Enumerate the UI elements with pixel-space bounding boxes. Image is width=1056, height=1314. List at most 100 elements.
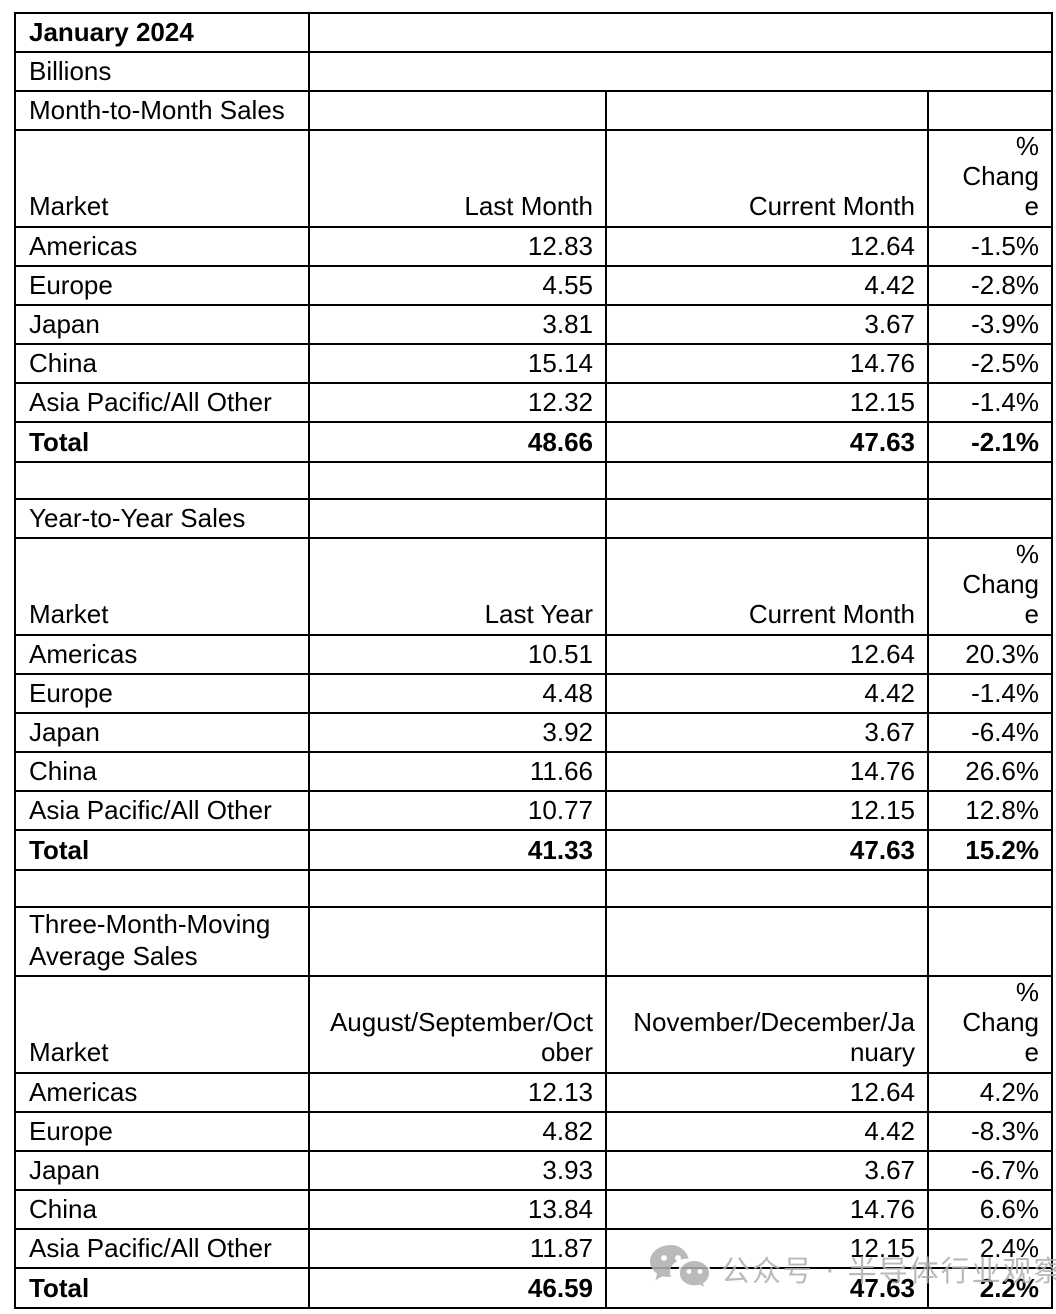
empty-cell <box>308 90 607 131</box>
total-cell: 47.63 <box>605 1267 929 1309</box>
spacer-cell <box>14 461 310 500</box>
merged-empty-cell <box>308 12 1053 53</box>
value-cell: -1.4% <box>927 382 1053 423</box>
sales-table: January 2024 Billions Month-to-Month Sales… <box>14 12 1053 1309</box>
value-cell: 14.76 <box>605 343 929 384</box>
column-header-cell: November/December/Ja nuary <box>605 975 929 1074</box>
column-header-cell: Market <box>14 537 310 636</box>
spacer-cell <box>14 869 310 908</box>
spacer-cell <box>308 461 607 500</box>
value-cell: 4.55 <box>308 265 607 306</box>
empty-cell <box>605 90 929 131</box>
value-cell: -1.5% <box>927 226 1053 267</box>
market-cell: Americas <box>14 1072 310 1113</box>
value-cell: 4.42 <box>605 1111 929 1152</box>
column-header-cell: Market <box>14 129 310 228</box>
value-cell: 6.6% <box>927 1189 1053 1230</box>
column-header-cell: Current Month <box>605 129 929 228</box>
market-cell: Asia Pacific/All Other <box>14 790 310 831</box>
value-cell: 4.82 <box>308 1111 607 1152</box>
value-cell: 12.15 <box>605 790 929 831</box>
value-cell: 15.14 <box>308 343 607 384</box>
value-cell: 12.13 <box>308 1072 607 1113</box>
market-cell: Asia Pacific/All Other <box>14 1228 310 1269</box>
empty-cell <box>605 498 929 539</box>
report-title-cell: January 2024 <box>14 12 310 53</box>
section-title-cell: Year-to-Year Sales <box>14 498 310 539</box>
value-cell: 4.2% <box>927 1072 1053 1113</box>
total-cell: Total <box>14 829 310 871</box>
value-cell: 11.66 <box>308 751 607 792</box>
value-cell: -6.7% <box>927 1150 1053 1191</box>
value-cell: 3.67 <box>605 712 929 753</box>
market-cell: Europe <box>14 265 310 306</box>
value-cell: 3.81 <box>308 304 607 345</box>
value-cell: -1.4% <box>927 673 1053 714</box>
column-header-cell: % Chang e <box>927 129 1053 228</box>
units-cell: Billions <box>14 51 310 92</box>
empty-cell <box>927 498 1053 539</box>
value-cell: 10.77 <box>308 790 607 831</box>
column-header-cell: % Chang e <box>927 537 1053 636</box>
total-cell: 41.33 <box>308 829 607 871</box>
market-cell: Europe <box>14 1111 310 1152</box>
value-cell: 3.67 <box>605 1150 929 1191</box>
value-cell: -2.8% <box>927 265 1053 306</box>
value-cell: 14.76 <box>605 751 929 792</box>
value-cell: 3.92 <box>308 712 607 753</box>
spacer-cell <box>605 869 929 908</box>
total-cell: 15.2% <box>927 829 1053 871</box>
value-cell: 12.32 <box>308 382 607 423</box>
value-cell: 3.93 <box>308 1150 607 1191</box>
total-cell: Total <box>14 1267 310 1309</box>
value-cell: -6.4% <box>927 712 1053 753</box>
value-cell: 4.42 <box>605 265 929 306</box>
value-cell: 14.76 <box>605 1189 929 1230</box>
total-cell: 2.2% <box>927 1267 1053 1309</box>
column-header-cell: August/September/Oct ober <box>308 975 607 1074</box>
value-cell: -3.9% <box>927 304 1053 345</box>
total-cell: 46.59 <box>308 1267 607 1309</box>
empty-cell <box>308 498 607 539</box>
market-cell: Americas <box>14 634 310 675</box>
market-cell: China <box>14 1189 310 1230</box>
total-cell: Total <box>14 421 310 463</box>
value-cell: -8.3% <box>927 1111 1053 1152</box>
total-cell: -2.1% <box>927 421 1053 463</box>
column-header-cell: Current Month <box>605 537 929 636</box>
market-cell: Japan <box>14 712 310 753</box>
market-cell: Japan <box>14 304 310 345</box>
value-cell: 12.64 <box>605 226 929 267</box>
total-cell: 47.63 <box>605 829 929 871</box>
value-cell: 13.84 <box>308 1189 607 1230</box>
market-cell: Europe <box>14 673 310 714</box>
market-cell: Asia Pacific/All Other <box>14 382 310 423</box>
market-cell: Japan <box>14 1150 310 1191</box>
column-header-cell: Market <box>14 975 310 1074</box>
spacer-cell <box>605 461 929 500</box>
spacer-cell <box>927 869 1053 908</box>
value-cell: 12.15 <box>605 382 929 423</box>
value-cell: 12.83 <box>308 226 607 267</box>
value-cell: -2.5% <box>927 343 1053 384</box>
value-cell: 12.8% <box>927 790 1053 831</box>
column-header-cell: % Chang e <box>927 975 1053 1074</box>
value-cell: 2.4% <box>927 1228 1053 1269</box>
spacer-cell <box>308 869 607 908</box>
empty-cell <box>927 906 1053 977</box>
empty-cell <box>927 90 1053 131</box>
value-cell: 26.6% <box>927 751 1053 792</box>
value-cell: 11.87 <box>308 1228 607 1269</box>
market-cell: China <box>14 751 310 792</box>
total-cell: 47.63 <box>605 421 929 463</box>
column-header-cell: Last Year <box>308 537 607 636</box>
market-cell: China <box>14 343 310 384</box>
value-cell: 3.67 <box>605 304 929 345</box>
value-cell: 12.64 <box>605 1072 929 1113</box>
value-cell: 4.48 <box>308 673 607 714</box>
column-header-cell: Last Month <box>308 129 607 228</box>
value-cell: 20.3% <box>927 634 1053 675</box>
section-title-cell: Month-to-Month Sales <box>14 90 310 131</box>
market-cell: Americas <box>14 226 310 267</box>
value-cell: 4.42 <box>605 673 929 714</box>
